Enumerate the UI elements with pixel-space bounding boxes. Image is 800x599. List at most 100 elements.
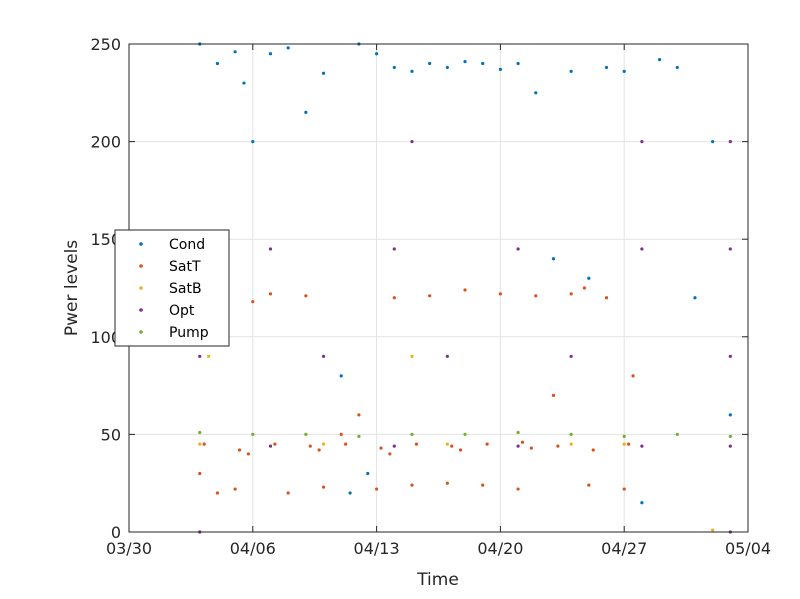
data-point-cond <box>481 61 485 66</box>
data-point-opt <box>516 444 520 448</box>
data-point-opt <box>640 247 644 251</box>
data-point-satt <box>498 292 502 296</box>
data-point-satt <box>339 432 343 436</box>
data-point-satb <box>321 442 326 446</box>
data-point-satt <box>344 442 348 446</box>
data-point-satt <box>459 448 463 452</box>
series-cond <box>198 42 732 505</box>
data-point-opt <box>516 247 520 251</box>
data-point-satt <box>604 296 609 300</box>
legend-label-satt: SatT <box>169 259 201 275</box>
data-point-cond <box>604 65 609 70</box>
data-point-opt <box>268 247 273 251</box>
data-point-cond <box>321 71 326 75</box>
grid <box>128 43 749 533</box>
data-point-cond <box>675 65 679 70</box>
data-point-satt <box>481 483 485 487</box>
data-point-pump <box>304 432 308 436</box>
data-point-pump <box>622 434 626 438</box>
y-tick-label: 100 <box>90 328 121 347</box>
series-pump <box>198 430 732 438</box>
data-point-satt <box>529 446 533 450</box>
plot-background <box>129 44 748 532</box>
data-point-satt <box>357 413 361 417</box>
y-axis-title: Pwer levels <box>62 240 82 336</box>
y-tick-label: 250 <box>90 35 121 54</box>
data-point-opt <box>728 354 732 358</box>
data-point-cond <box>640 501 644 505</box>
data-point-satt <box>375 487 379 491</box>
data-point-opt <box>268 444 273 448</box>
x-tick-label: 04/27 <box>601 539 647 558</box>
data-point-cond <box>268 52 273 56</box>
data-point-satb <box>622 442 626 446</box>
data-point-cond <box>215 61 220 66</box>
data-point-satt <box>410 483 414 487</box>
data-point-satt <box>485 442 489 446</box>
data-point-cond <box>622 69 626 73</box>
data-point-satt <box>520 440 525 444</box>
data-point-cond <box>498 67 502 71</box>
data-point-satb <box>445 442 449 446</box>
data-point-satt <box>587 483 591 487</box>
data-point-cond <box>242 81 246 85</box>
x-tick-label: 04/13 <box>354 539 400 558</box>
data-point-satt <box>202 442 206 446</box>
data-point-satt <box>450 444 454 448</box>
data-point-cond <box>375 52 379 56</box>
data-points <box>198 42 732 534</box>
legend-label-opt: Opt <box>169 303 195 319</box>
x-axis-title: Time <box>416 570 459 590</box>
data-point-satb <box>206 354 211 358</box>
x-tick-label: 03/30 <box>106 539 152 558</box>
x-tick-label: 04/06 <box>230 539 276 558</box>
data-point-cond <box>445 65 449 70</box>
series-satt <box>198 286 635 495</box>
data-point-opt <box>445 354 449 358</box>
data-point-satb <box>711 528 715 532</box>
data-point-satt <box>534 294 538 298</box>
data-point-pump <box>463 432 467 436</box>
legend-marker-satb <box>139 286 143 290</box>
data-point-satt <box>582 286 587 290</box>
data-point-opt <box>640 140 644 144</box>
data-point-satt <box>516 487 520 491</box>
data-point-satt <box>591 448 595 452</box>
data-point-satt <box>445 481 449 485</box>
data-point-cond <box>348 491 352 495</box>
data-point-pump <box>251 432 255 436</box>
data-point-pump <box>410 432 414 436</box>
data-point-cond <box>463 59 467 64</box>
data-point-cond <box>392 65 396 70</box>
series-opt <box>198 140 732 534</box>
data-point-satt <box>428 294 432 298</box>
data-point-cond <box>693 296 697 300</box>
data-point-pump <box>569 432 573 436</box>
data-point-satt <box>321 485 326 489</box>
data-point-satt <box>551 393 556 397</box>
data-point-satt <box>317 448 321 452</box>
data-point-cond <box>728 413 732 417</box>
data-point-satt <box>414 442 418 446</box>
data-point-cond <box>657 58 662 62</box>
data-point-cond <box>366 471 370 476</box>
series-satb <box>198 354 715 532</box>
data-point-satt <box>388 452 392 456</box>
data-point-cond <box>251 140 255 144</box>
legend-marker-opt <box>139 308 143 312</box>
data-point-pump <box>675 432 679 436</box>
data-point-cond <box>286 46 290 50</box>
data-point-satt <box>286 491 290 495</box>
data-point-satt <box>251 300 255 304</box>
y-tick-label: 0 <box>111 523 121 542</box>
data-point-satt <box>556 444 560 448</box>
ticks: 03/30 04/06 04/13 04/20 04/27 05/04 0 50 100 150 2… <box>90 35 771 558</box>
data-point-cond <box>569 69 573 73</box>
data-point-satt <box>215 491 220 495</box>
data-point-satt <box>463 288 467 292</box>
data-point-opt <box>410 140 414 144</box>
data-point-satb <box>198 442 202 446</box>
legend-label-pump: Pump <box>169 325 209 341</box>
legend-box <box>114 229 230 347</box>
data-point-opt <box>392 444 396 448</box>
